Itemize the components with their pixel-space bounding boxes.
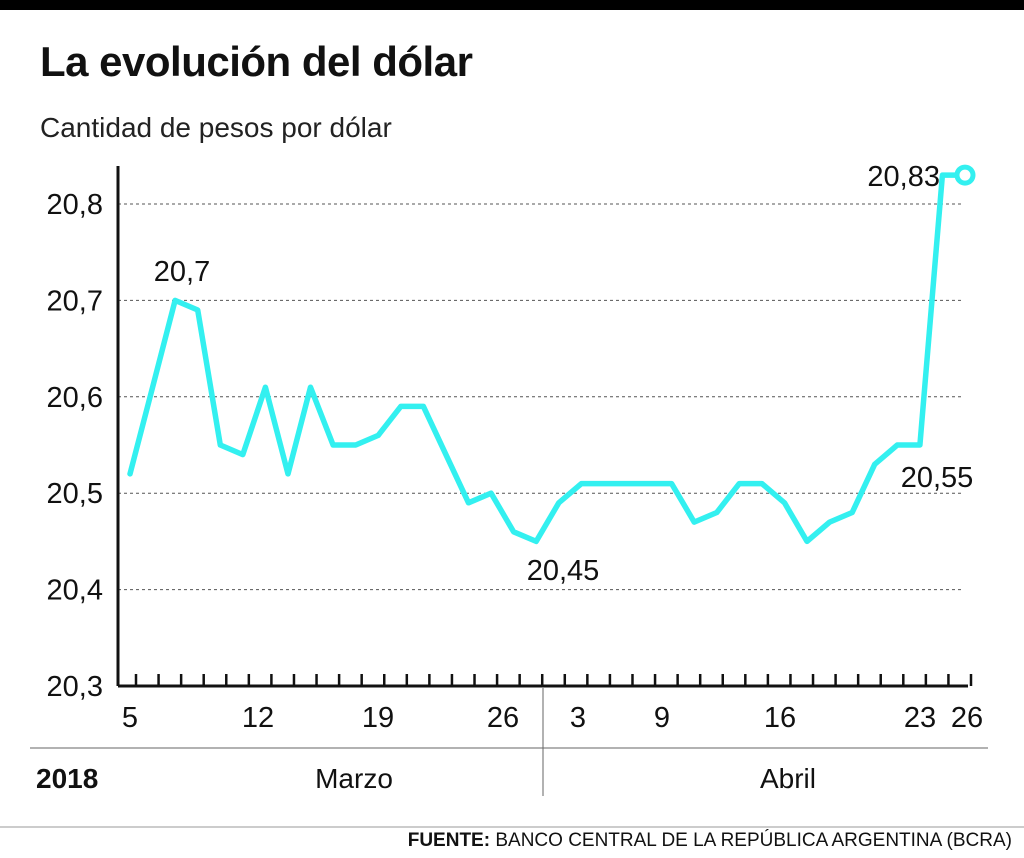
y-tick-label: 20,7 <box>47 285 103 317</box>
x-tick-label: 26 <box>951 702 983 734</box>
x-tick-label: 9 <box>654 702 670 734</box>
source-label: FUENTE: <box>407 830 491 851</box>
data-label: 20,45 <box>527 555 600 587</box>
data-label: 20,83 <box>867 161 940 193</box>
y-tick-label: 20,8 <box>47 189 103 221</box>
x-tick-label: 19 <box>362 702 394 734</box>
x-tick-label: 3 <box>570 702 586 734</box>
chart-title: La evolución del dólar <box>40 38 473 85</box>
x-tick-label: 12 <box>242 702 274 734</box>
month-label-marzo: Marzo <box>315 763 393 794</box>
top-bar <box>0 0 1024 10</box>
chart-subtitle: Cantidad de pesos por dólar <box>40 112 392 143</box>
series-line <box>127 172 968 545</box>
y-tick-label: 20,5 <box>47 478 103 510</box>
source-text: BANCO CENTRAL DE LA REPÚBLICA ARGENTINA … <box>495 830 1012 851</box>
y-tick-label: 20,4 <box>47 575 103 607</box>
x-tick-label: 16 <box>764 702 796 734</box>
end-point-marker <box>954 164 976 186</box>
y-tick-label: 20,3 <box>47 671 103 703</box>
y-tick-label: 20,6 <box>47 382 103 414</box>
month-label-abril: Abril <box>760 763 816 794</box>
data-label: 20,55 <box>901 462 974 494</box>
x-tick-label: 23 <box>904 702 936 734</box>
x-tick-label: 5 <box>122 702 138 734</box>
source-note: FUENTE: BANCO CENTRAL DE LA REPÚBLICA AR… <box>408 830 1012 852</box>
year-label: 2018 <box>36 763 98 794</box>
data-label: 20,7 <box>154 256 210 288</box>
x-tick-label: 26 <box>487 702 519 734</box>
